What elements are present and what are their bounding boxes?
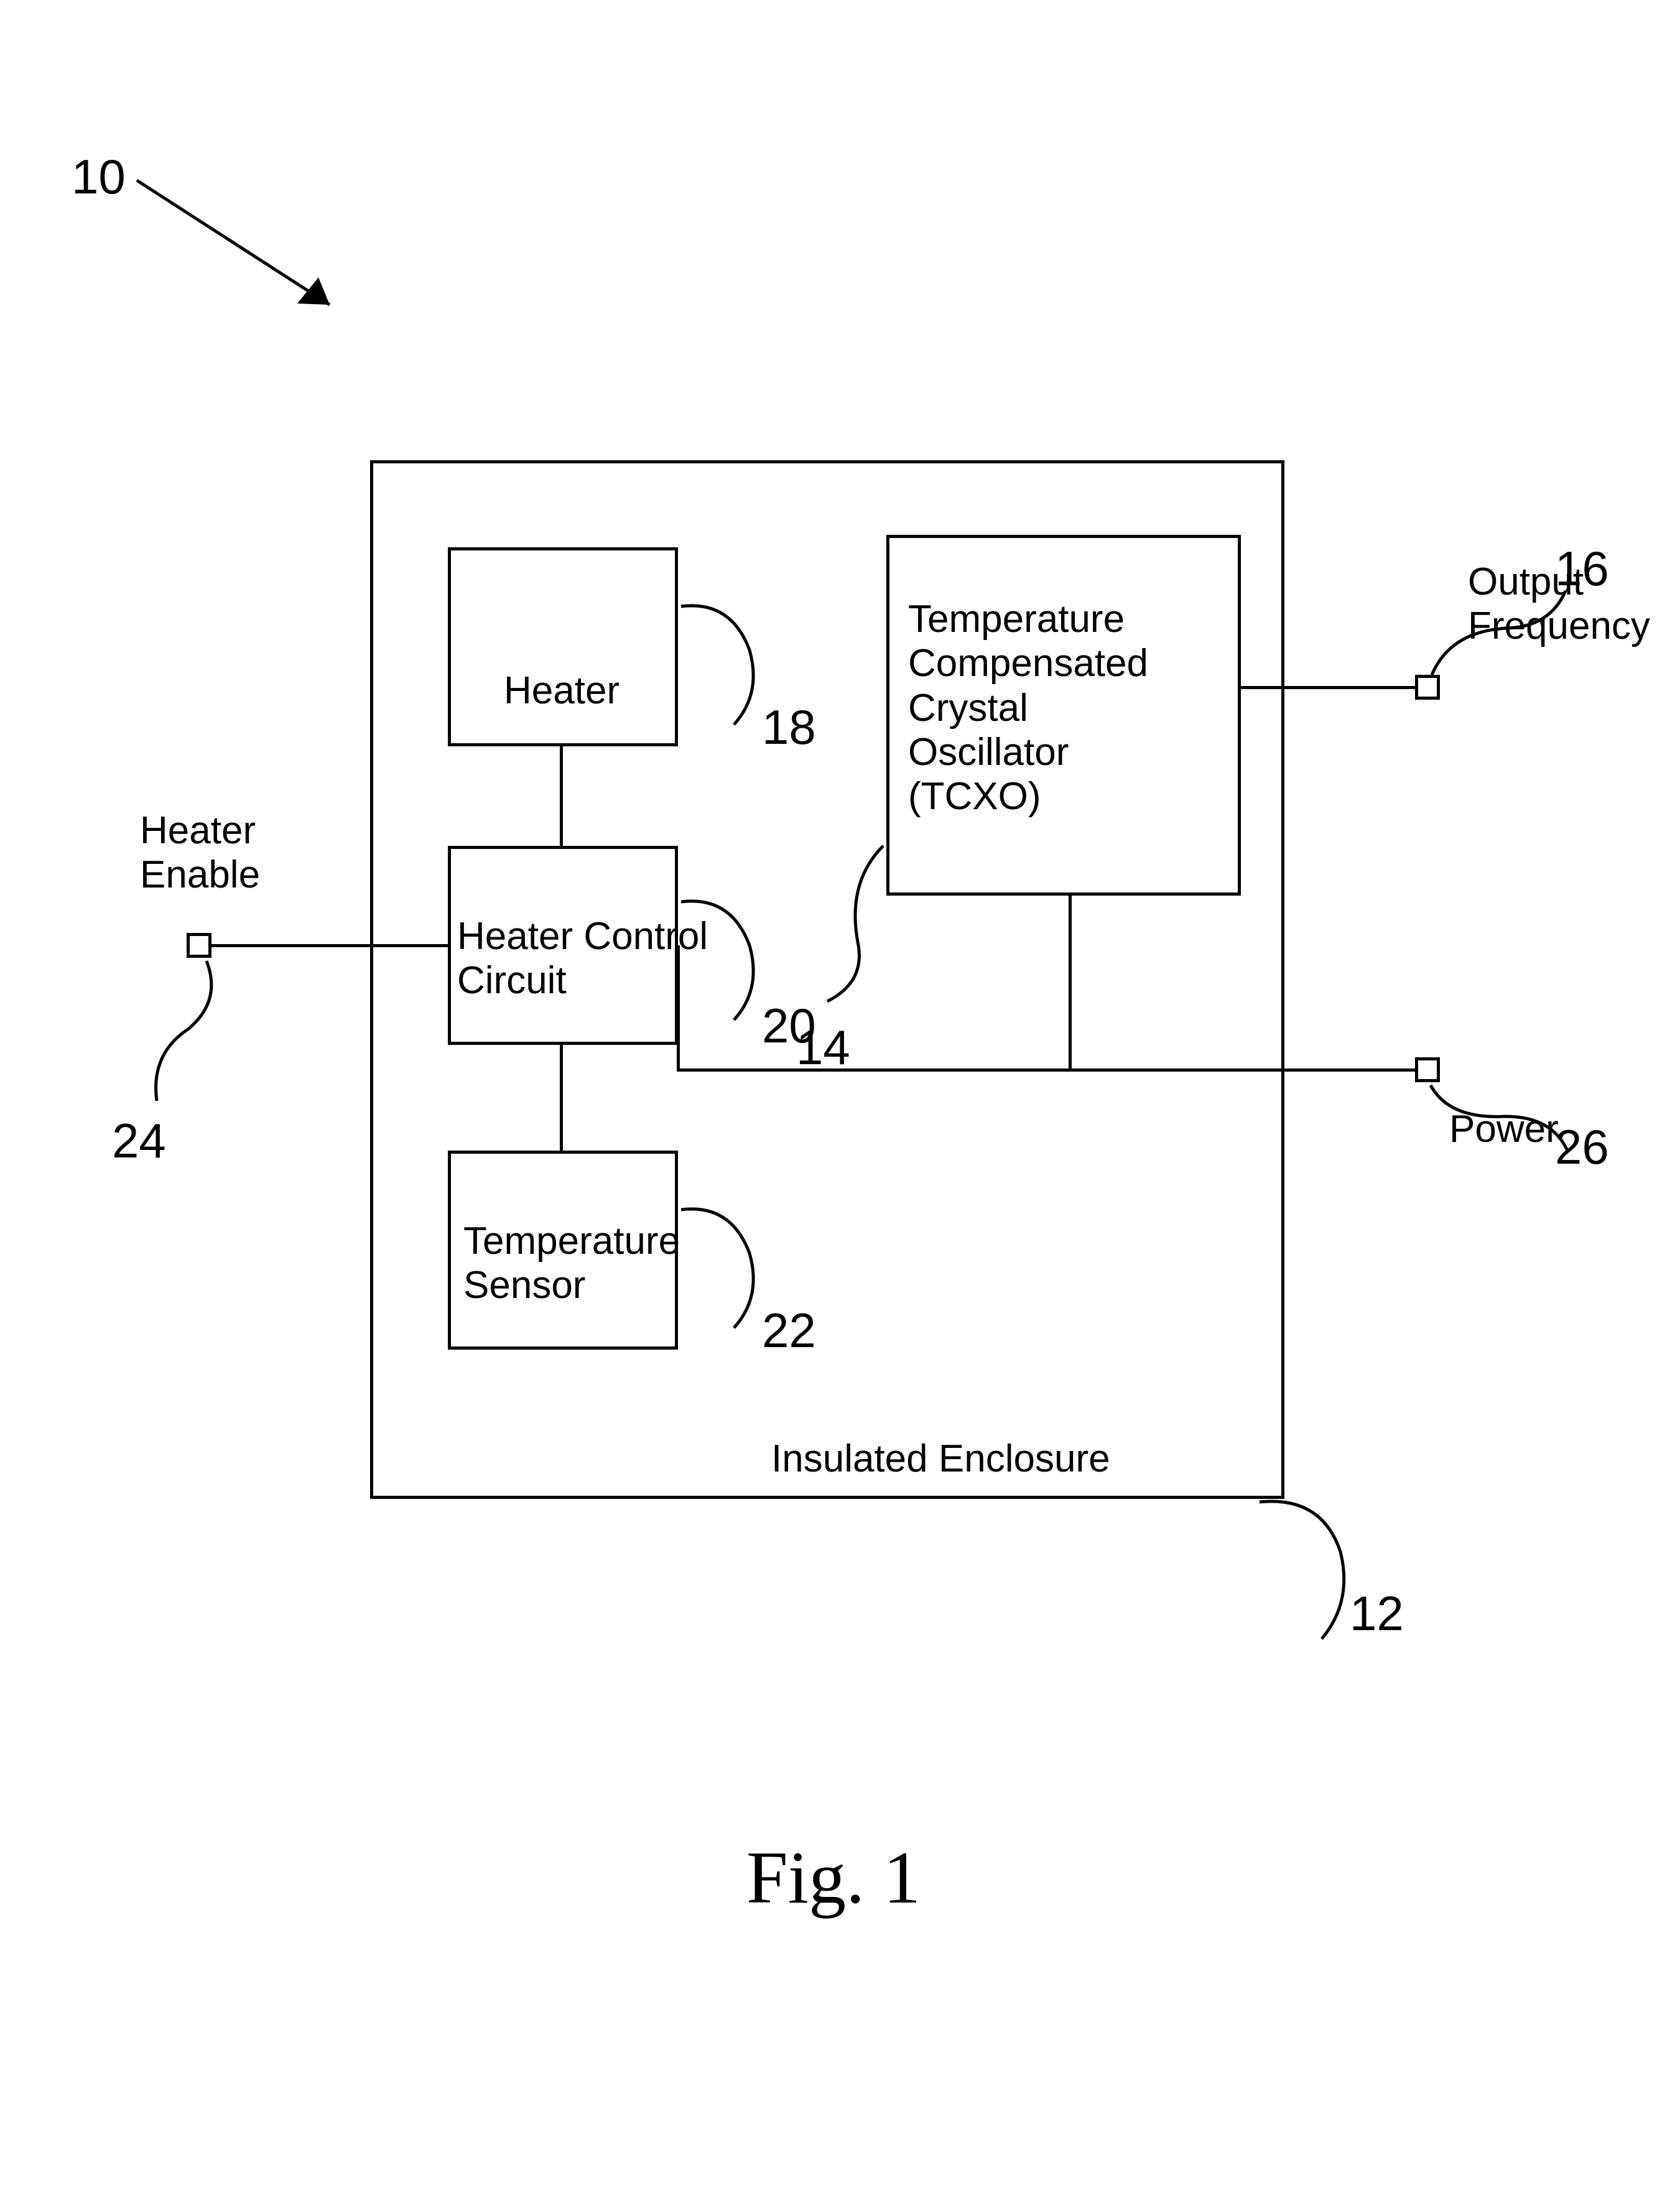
ref18-number: 18 [762,700,816,756]
ref20-leader [681,901,753,1020]
ref12-leader [1260,1501,1344,1639]
ref16-leader [1432,591,1566,675]
ref26-leader [1431,1085,1567,1151]
ref26-number: 26 [1555,1119,1609,1175]
ref20-number: 20 [762,998,816,1054]
ref22-leader [681,1209,753,1328]
ref10-arrow-shaft [137,180,330,305]
ref24-leader [156,961,211,1101]
figure-caption: Fig. 1 [746,1835,921,1921]
ref18-leader [681,606,753,725]
ref24-number: 24 [112,1113,166,1169]
ref14-leader [827,846,883,1001]
diagram-canvas: Insulated Enclosure Temperature Compensa… [0,0,1680,2188]
ref10-number: 10 [72,149,126,205]
ref10-arrow-head [297,277,330,305]
ref16-number: 16 [1555,541,1609,597]
ref12-number: 12 [1350,1586,1404,1642]
ref22-number: 22 [762,1303,816,1359]
